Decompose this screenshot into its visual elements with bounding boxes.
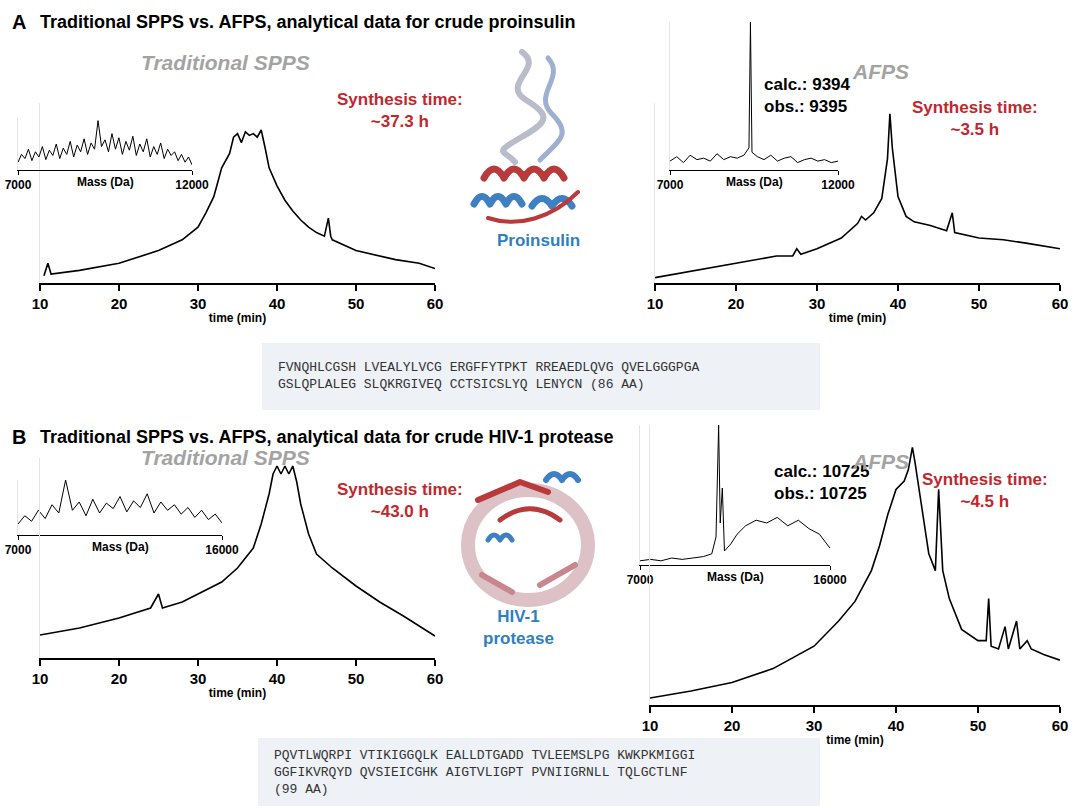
svg-text:10: 10 [32, 295, 49, 312]
svg-text:7000: 7000 [5, 543, 32, 557]
svg-text:7000: 7000 [657, 178, 684, 192]
svg-text:16000: 16000 [205, 543, 239, 557]
svg-text:30: 30 [809, 295, 826, 312]
svg-text:50: 50 [348, 670, 365, 687]
svg-text:20: 20 [111, 295, 128, 312]
svg-text:40: 40 [269, 295, 286, 312]
svg-text:Synthesis time:~3.5 h: Synthesis time:~3.5 h [912, 98, 1038, 139]
svg-text:30: 30 [806, 717, 823, 734]
svg-text:Synthesis time:~4.5 h: Synthesis time:~4.5 h [922, 470, 1048, 511]
svg-text:Synthesis time:~43.0 h: Synthesis time:~43.0 h [337, 480, 463, 521]
svg-text:40: 40 [888, 717, 905, 734]
svg-text:12000: 12000 [821, 178, 855, 192]
svg-text:AFPS: AFPS [852, 450, 909, 473]
svg-text:30: 30 [190, 670, 207, 687]
svg-text:16000: 16000 [813, 573, 847, 587]
svg-text:time (min): time (min) [209, 311, 266, 325]
svg-text:Proinsulin: Proinsulin [497, 231, 580, 250]
svg-text:Mass (Da): Mass (Da) [77, 175, 134, 189]
svg-text:PQVTLWQRPI VTIKIGGQLK EALLDTGA: PQVTLWQRPI VTIKIGGQLK EALLDTGADD TVLEEMS… [274, 748, 695, 797]
svg-text:20: 20 [111, 670, 128, 687]
svg-text:Traditional SPPS: Traditional SPPS [141, 51, 310, 74]
svg-text:60: 60 [1052, 295, 1069, 312]
svg-text:AFPS: AFPS [852, 60, 909, 83]
svg-text:40: 40 [890, 295, 907, 312]
svg-text:7000: 7000 [5, 178, 32, 192]
svg-text:time (min): time (min) [829, 311, 886, 325]
svg-text:60: 60 [427, 295, 444, 312]
svg-text:FVNQHLCGSH LVEALYLVCG ERGFFYTP: FVNQHLCGSH LVEALYLVCG ERGFFYTPKT RREAEDL… [278, 360, 699, 392]
svg-text:12000: 12000 [175, 178, 209, 192]
svg-text:calc.: 9394obs.: 9395: calc.: 9394obs.: 9395 [764, 75, 851, 116]
svg-text:Traditional SPPS vs. AFPS, ana: Traditional SPPS vs. AFPS, analytical da… [40, 12, 575, 32]
svg-text:10: 10 [647, 295, 664, 312]
svg-text:10: 10 [642, 717, 659, 734]
svg-text:40: 40 [269, 670, 286, 687]
svg-text:Mass (Da): Mass (Da) [707, 570, 764, 584]
svg-text:30: 30 [190, 295, 207, 312]
svg-text:A: A [12, 11, 26, 33]
svg-text:Synthesis time:~37.3 h: Synthesis time:~37.3 h [337, 90, 463, 131]
svg-text:60: 60 [1052, 717, 1069, 734]
svg-text:Mass (Da): Mass (Da) [92, 540, 149, 554]
svg-text:7000: 7000 [627, 573, 654, 587]
svg-text:10: 10 [32, 670, 49, 687]
svg-text:Traditional SPPS vs. AFPS, ana: Traditional SPPS vs. AFPS, analytical da… [40, 427, 614, 447]
svg-text:time (min): time (min) [209, 686, 266, 700]
svg-text:50: 50 [971, 295, 988, 312]
svg-text:50: 50 [970, 717, 987, 734]
svg-text:Mass (Da): Mass (Da) [726, 175, 783, 189]
svg-text:calc.: 10725obs.: 10725: calc.: 10725obs.: 10725 [774, 462, 869, 503]
svg-text:50: 50 [348, 295, 365, 312]
svg-text:20: 20 [724, 717, 741, 734]
svg-text:20: 20 [728, 295, 745, 312]
svg-text:Traditional SPPS: Traditional SPPS [141, 446, 310, 469]
svg-text:time (min): time (min) [826, 733, 883, 747]
svg-text:60: 60 [427, 670, 444, 687]
svg-text:HIV-1protease: HIV-1protease [483, 607, 554, 648]
svg-text:B: B [12, 426, 26, 448]
